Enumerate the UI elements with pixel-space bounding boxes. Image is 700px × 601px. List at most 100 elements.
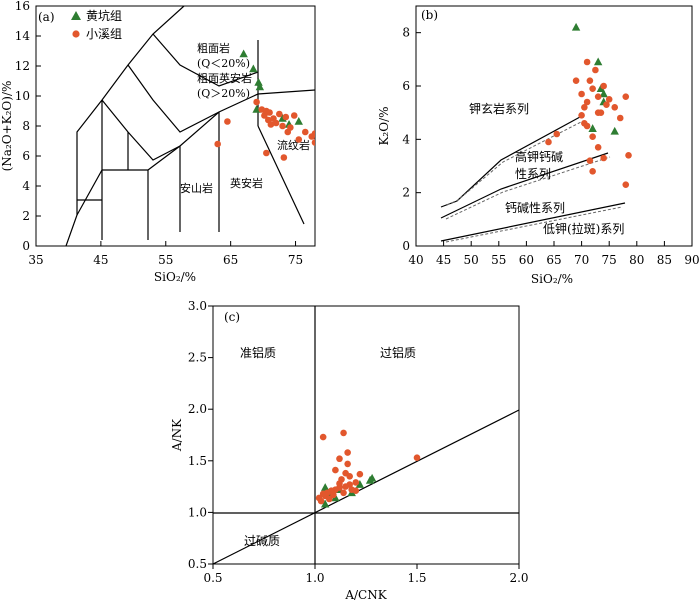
data-point-xiaoxi (319, 433, 327, 441)
data-point-xiaoxi (340, 489, 347, 497)
x-tick-label: 40 (408, 253, 423, 267)
data-point-xiaoxi (344, 449, 351, 456)
x-tick-label: 1.0 (305, 571, 324, 585)
region-peralkaline: 过碱质 (244, 534, 280, 548)
data-point-xiaoxi (589, 133, 596, 140)
tas-line-1 (65, 6, 185, 246)
data-point-xiaoxi (340, 429, 347, 437)
data-point-xiaoxi (272, 119, 280, 127)
series-label-shoshonite: 钾玄岩系列 (469, 101, 529, 116)
x-tick-label: 70 (574, 253, 589, 267)
x-tick-label: 75 (288, 253, 303, 267)
data-point-xiaoxi (553, 130, 561, 138)
y-tick-label: 4 (22, 179, 30, 193)
data-point-xiaoxi (589, 168, 596, 175)
y-tick-label: 6 (22, 149, 30, 163)
data-point-xiaoxi (356, 470, 364, 478)
region-metaluminous: 准铝质 (240, 345, 276, 360)
x-tick-label: 80 (629, 253, 644, 267)
y-tick-label: 6 (402, 79, 410, 93)
data-point-xiaoxi (344, 460, 351, 468)
legend-label-huangkeng: 黄坑组 (86, 8, 122, 23)
data-point-xiaoxi (332, 466, 339, 474)
panel-a-xlabel: SiO₂/% (154, 270, 196, 284)
y-tick-label: 12 (15, 59, 30, 73)
panel-a-tas: 35 45 55 65 75 0 2 4 6 8 10 12 14 16 粗面岩 (Q＜20%) 粗面英安… (0, 0, 316, 284)
data-point-xiaoxi (287, 124, 294, 131)
x-tick-label: 1.5 (407, 571, 426, 585)
data-point-huangkeng (571, 22, 581, 31)
panel-b-ticks: 40 45 50 55 60 65 70 75 80 85 90 0 2 4 6 8 (402, 26, 699, 267)
data-point-xiaoxi (214, 140, 221, 148)
data-point-xiaoxi (622, 181, 630, 188)
data-point-xiaoxi (594, 93, 602, 100)
data-point-huangkeng (252, 105, 261, 113)
legend: 黄坑组 小溪组 (71, 8, 122, 41)
y-tick-label: 1.0 (188, 505, 207, 519)
data-point-huangkeng (610, 126, 619, 135)
panel-a-points (214, 49, 315, 161)
data-point-xiaoxi (342, 483, 349, 490)
panel-c-points (315, 429, 421, 508)
data-point-xiaoxi (583, 122, 591, 130)
divider-diagonal (213, 409, 519, 564)
y-tick-label: 2.0 (188, 402, 207, 416)
tas-line-7 (152, 33, 259, 87)
data-point-xiaoxi (290, 112, 298, 119)
data-point-xiaoxi (603, 101, 610, 108)
x-tick-label: 85 (657, 253, 672, 267)
field-trachyte: 粗面岩 (197, 41, 230, 55)
data-point-huangkeng (367, 473, 377, 482)
data-point-xiaoxi (263, 149, 270, 157)
data-point-xiaoxi (336, 480, 343, 487)
panel-c-divider-lines (213, 306, 519, 564)
data-point-huangkeng (239, 49, 248, 58)
y-tick-label: 8 (402, 26, 410, 40)
field-trachydacite: 粗面英安岩 (197, 71, 252, 85)
data-point-xiaoxi (224, 118, 231, 125)
data-point-xiaoxi (594, 109, 602, 116)
panel-c-label: (c) (224, 310, 240, 324)
panel-c-acnk: 0.5 1.0 1.5 2.0 0.5 1.0 1.5 2.0 2.5 3.0 准铝质 过铝质 过… (170, 299, 529, 601)
data-point-xiaoxi (266, 109, 273, 116)
y-tick-label: 3.0 (188, 299, 207, 313)
panel-b-xlabel: SiO₂/% (531, 272, 573, 286)
y-tick-label: 0 (22, 239, 30, 253)
data-point-huangkeng (294, 117, 303, 125)
data-point-xiaoxi (336, 455, 343, 463)
y-tick-label: 0 (402, 239, 410, 253)
x-tick-label: 0.5 (203, 571, 222, 585)
y-tick-label: 0.5 (188, 557, 207, 571)
data-point-xiaoxi (325, 495, 333, 503)
x-tick-label: 35 (28, 253, 43, 267)
data-point-xiaoxi (279, 122, 286, 130)
x-tick-label: 65 (223, 253, 238, 267)
data-point-xiaoxi (282, 113, 290, 121)
data-point-xiaoxi (586, 157, 594, 164)
y-tick-label: 2 (402, 186, 410, 200)
panel-c-ylabel: A/NK (170, 418, 184, 452)
y-tick-label: 16 (15, 0, 30, 13)
data-point-huangkeng (596, 84, 606, 92)
data-point-huangkeng (321, 483, 330, 491)
panel-c-xlabel: A/CNK (344, 588, 387, 601)
field-rhyolite: 流纹岩 (277, 138, 310, 152)
data-point-xiaoxi (572, 77, 580, 84)
data-point-xiaoxi (280, 154, 288, 161)
legend-circle-marker (72, 30, 80, 38)
data-point-huangkeng (593, 57, 603, 66)
data-point-xiaoxi (605, 96, 613, 103)
series-label-lowk: 低钾(拉斑)系列 (543, 221, 624, 236)
series-label-highk-1: 高钾钙碱 (515, 149, 563, 164)
panel-b-points (545, 22, 632, 188)
series-label-calcalkaline: 钙碱性系列 (505, 201, 565, 215)
y-tick-label: 2 (22, 209, 30, 223)
region-peraluminous: 过铝质 (380, 345, 416, 360)
data-point-huangkeng (599, 89, 608, 98)
data-point-xiaoxi (301, 128, 309, 136)
data-point-xiaoxi (583, 98, 591, 106)
data-point-xiaoxi (600, 154, 607, 162)
data-point-huangkeng (321, 499, 330, 508)
panel-b-label: (b) (421, 8, 438, 22)
data-point-xiaoxi (578, 112, 585, 119)
